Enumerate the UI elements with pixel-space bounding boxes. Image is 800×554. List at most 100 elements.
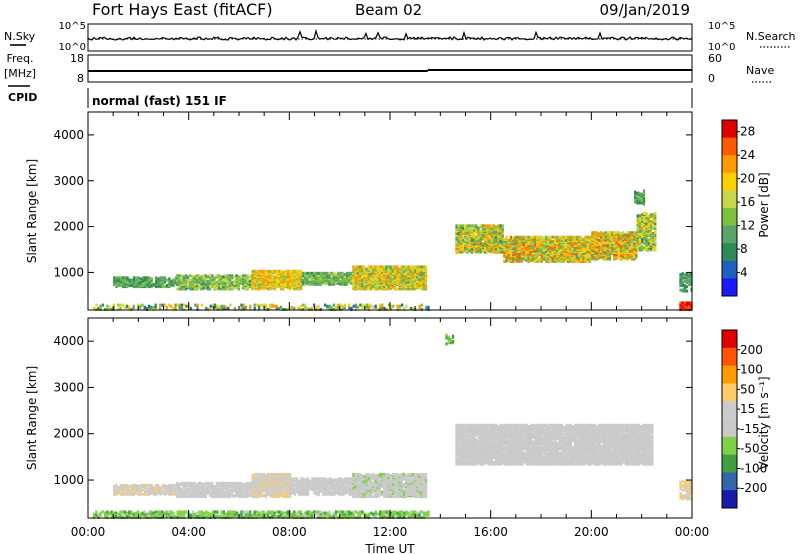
echo-cell xyxy=(222,306,225,310)
echo-cell xyxy=(624,254,627,258)
echo-cell xyxy=(130,486,133,490)
echo-cell xyxy=(542,251,545,255)
echo-cell xyxy=(225,305,228,309)
echo-cell xyxy=(180,281,183,285)
echo-cell xyxy=(275,269,278,273)
echo-cell xyxy=(334,272,338,276)
echo-cell xyxy=(198,495,201,499)
echo-cell xyxy=(172,514,175,518)
echo-cell xyxy=(275,510,278,514)
echo-cell xyxy=(492,224,495,228)
echo-cell xyxy=(591,231,594,235)
echo-cell xyxy=(112,303,115,307)
echo-cell xyxy=(379,514,382,518)
echo-cell xyxy=(392,304,395,308)
echo-cell xyxy=(209,304,212,308)
echo-cell xyxy=(400,277,403,281)
echo-cell xyxy=(538,235,541,239)
echo-cell xyxy=(394,278,397,282)
echo-cell xyxy=(156,510,159,514)
echo-cell xyxy=(484,241,487,245)
echo-cell xyxy=(354,303,357,307)
echo-cell xyxy=(602,232,605,236)
echo-cell xyxy=(369,274,373,278)
echo-cell xyxy=(335,305,338,309)
echo-cell xyxy=(640,192,643,196)
echo-cell xyxy=(215,274,218,278)
echo-cell xyxy=(326,513,329,517)
echo-cell xyxy=(350,276,353,280)
echo-cell xyxy=(211,280,214,284)
echo-cell xyxy=(604,241,607,245)
echo-cell xyxy=(473,234,476,238)
echo-cell xyxy=(133,491,136,495)
echo-cell xyxy=(122,284,125,287)
echo-cell xyxy=(137,281,140,285)
echo-cell xyxy=(381,303,384,307)
echo-cell xyxy=(205,514,208,518)
echo-cell xyxy=(640,198,643,202)
echo-cell xyxy=(332,303,335,307)
echo-cell xyxy=(122,276,125,280)
echo-cell xyxy=(534,256,537,260)
echo-cell xyxy=(628,245,631,249)
echo-cell xyxy=(95,510,98,514)
echo-cell xyxy=(187,281,190,285)
echo-cell xyxy=(358,274,362,278)
echo-cell xyxy=(286,280,289,284)
freq-tick-bottom: 8 xyxy=(77,72,84,85)
echo-cell xyxy=(420,274,423,278)
echo-cell xyxy=(308,271,311,275)
echo-cell xyxy=(497,224,500,228)
echo-cell xyxy=(409,277,412,281)
echo-cell xyxy=(412,306,415,310)
echo-cell xyxy=(246,279,249,283)
echo-cell xyxy=(183,510,186,514)
echo-cell xyxy=(357,511,360,515)
echo-cell xyxy=(97,306,100,310)
echo-cell xyxy=(403,514,406,518)
echo-cell xyxy=(220,304,223,308)
echo-cell xyxy=(503,237,506,241)
echo-cell xyxy=(505,240,508,244)
power-y-label: Slant Range [km] xyxy=(25,159,39,263)
echo-cell xyxy=(645,212,648,216)
echo-cell xyxy=(205,306,208,310)
echo-cell xyxy=(328,282,331,286)
echo-cell xyxy=(213,286,216,290)
echo-cell xyxy=(198,491,201,495)
echo-cell xyxy=(370,511,373,515)
echo-cell xyxy=(369,272,373,275)
echo-cell xyxy=(282,274,285,278)
echo-cell xyxy=(165,510,168,514)
echo-cell xyxy=(326,276,329,280)
echo-cell xyxy=(686,289,689,293)
echo-cell xyxy=(649,224,652,228)
echo-cell xyxy=(262,513,265,517)
echo-cell xyxy=(634,192,637,196)
echo-cell xyxy=(531,235,534,239)
echo-cell xyxy=(166,278,169,282)
echo-cell xyxy=(194,514,197,518)
colorbar-segment xyxy=(722,137,737,156)
echo-cell xyxy=(586,257,589,261)
freq-tick-top: 18 xyxy=(70,52,84,65)
colorbar-segment xyxy=(722,260,737,279)
echo-cell xyxy=(383,265,386,269)
echo-cell xyxy=(135,487,138,491)
echo-cell xyxy=(137,485,140,488)
echo-cell xyxy=(273,279,276,283)
echo-cell xyxy=(159,282,162,286)
echo-cell xyxy=(420,287,423,291)
echo-cell xyxy=(679,273,682,277)
echo-cell xyxy=(473,226,476,230)
echo-cell xyxy=(391,272,395,275)
echo-cell xyxy=(411,265,414,269)
echo-cell xyxy=(501,224,504,228)
echo-cell xyxy=(202,482,205,486)
echo-cell xyxy=(649,247,652,251)
echo-cell xyxy=(645,222,648,225)
echo-cell xyxy=(99,304,102,308)
echo-cell xyxy=(222,510,225,514)
echo-cell xyxy=(619,232,623,236)
